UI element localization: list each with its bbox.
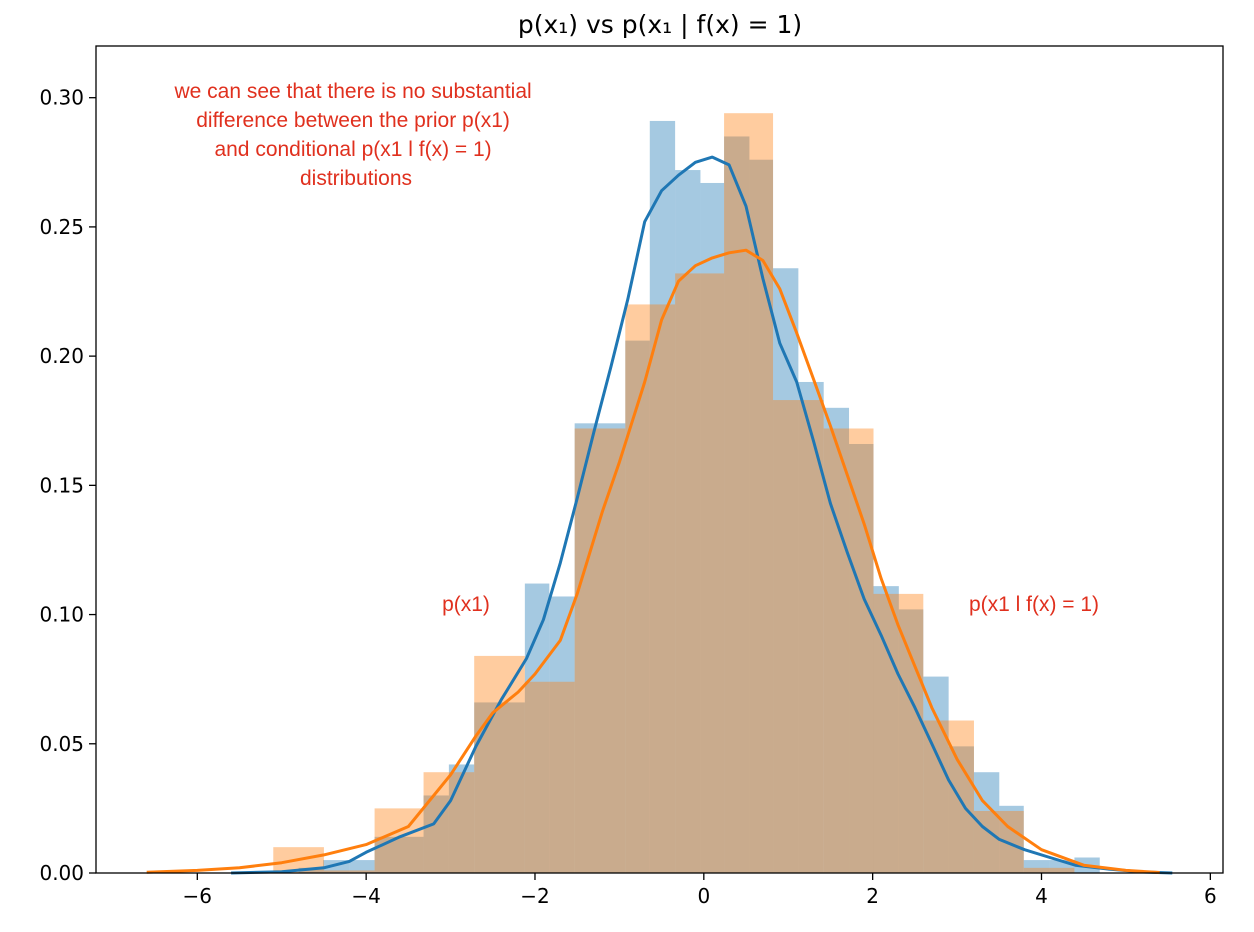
prior-hist-bar-25 <box>999 805 1024 873</box>
conditional-histogram <box>273 113 1075 874</box>
annotation-note-line-3: and conditional p(x1 l f(x) = 1) <box>214 138 491 161</box>
prior-hist-bar-26 <box>1023 860 1050 873</box>
x-tick-label-1: −4 <box>351 884 380 908</box>
y-tick-label-3: 0.15 <box>39 473 84 497</box>
axes-frame <box>95 45 1224 874</box>
prior-histogram <box>298 120 1100 874</box>
x-tick-label-6: 6 <box>1204 884 1217 908</box>
prior-hist-bar-15 <box>749 159 774 873</box>
y-tick-label-1: 0.05 <box>39 732 84 756</box>
conditional-hist-bar-3 <box>423 772 475 873</box>
prior-hist-bar-22 <box>923 676 949 873</box>
conditional-hist-bar-8 <box>675 273 725 873</box>
conditional-hist-bar-15 <box>1023 867 1075 873</box>
prior-hist-bar-18 <box>823 407 850 873</box>
conditional-hist-bar-5 <box>524 681 575 873</box>
y-tick-label-0: 0.00 <box>39 861 84 885</box>
prior-hist-bar-11 <box>649 120 676 873</box>
y-tick-label-2: 0.10 <box>39 603 84 627</box>
annotation-note-line-4: distributions <box>300 167 412 190</box>
conditional-kde-line <box>146 248 1160 874</box>
annotation-note: we can see that there is no substantial … <box>173 80 537 190</box>
annotation-note-line-1: we can see that there is no substantial <box>173 80 531 103</box>
x-tick-label-0: −6 <box>183 884 212 908</box>
conditional-hist-bar-1 <box>323 870 375 873</box>
plot-area <box>146 113 1173 875</box>
conditional-hist-bar-6 <box>574 428 626 873</box>
prior-hist-bar-2 <box>349 860 375 873</box>
conditional-hist-bar-4 <box>474 655 525 873</box>
prior-hist-bar-8 <box>549 596 575 873</box>
prior-hist-bar-5 <box>448 764 475 873</box>
y-axis: 0.00 0.05 0.10 0.15 0.20 0.25 0.30 <box>39 86 96 885</box>
prior-hist-bar-3 <box>374 836 424 873</box>
x-tick-label-4: 2 <box>866 884 879 908</box>
y-tick-label-5: 0.25 <box>39 215 84 239</box>
y-tick-label-6: 0.30 <box>39 86 84 110</box>
prior-hist-bar-20 <box>873 586 899 873</box>
x-tick-label-5: 4 <box>1035 884 1048 908</box>
conditional-hist-bar-11 <box>823 428 874 873</box>
prior-hist-bar-9 <box>574 423 626 873</box>
conditional-hist-bar-10 <box>773 400 824 873</box>
prior-kde-line <box>231 155 1173 875</box>
x-axis: −6 −4 −2 0 2 4 6 <box>183 873 1217 908</box>
y-tick-label-4: 0.20 <box>39 344 84 368</box>
conditional-hist-bar-9 <box>724 113 774 874</box>
prior-hist-bar-14 <box>724 136 750 873</box>
prior-hist-bar-13 <box>700 182 725 874</box>
prior-label: p(x1) <box>442 593 490 616</box>
prior-hist-bar-12 <box>675 170 701 874</box>
x-tick-label-2: −2 <box>520 884 549 908</box>
conditional-hist-bar-14 <box>973 810 1024 873</box>
prior-hist-bar-16 <box>773 268 799 874</box>
conditional-hist-bar-7 <box>625 304 676 873</box>
annotation-note-line-2: difference between the prior p(x1) <box>196 109 510 132</box>
x-tick-label-3: 0 <box>697 884 710 908</box>
chart-title: p(x₁) vs p(x₁ | f(x) = 1) <box>518 10 802 39</box>
conditional-label: p(x1 l f(x) = 1) <box>969 593 1099 616</box>
